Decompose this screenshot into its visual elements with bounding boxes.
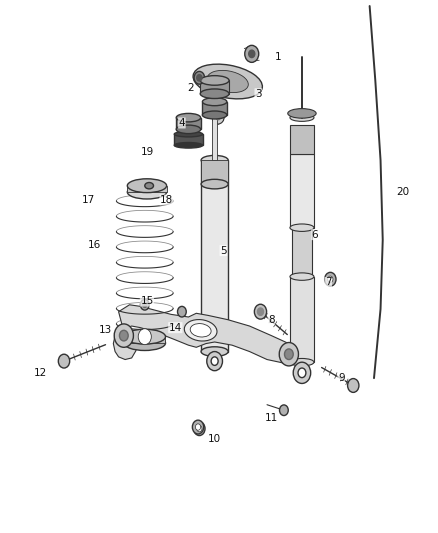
Text: 4: 4: [179, 118, 185, 128]
Text: 9: 9: [338, 373, 345, 383]
Circle shape: [138, 329, 151, 345]
Ellipse shape: [200, 76, 229, 85]
Bar: [176, 118, 201, 130]
Text: 10: 10: [208, 434, 221, 445]
Circle shape: [348, 378, 359, 392]
Text: 8: 8: [268, 314, 275, 325]
Text: 11: 11: [265, 413, 278, 423]
Ellipse shape: [202, 98, 227, 106]
Text: 7: 7: [325, 278, 332, 287]
Circle shape: [58, 354, 70, 368]
Ellipse shape: [290, 224, 314, 231]
Circle shape: [194, 71, 205, 84]
Ellipse shape: [190, 324, 211, 337]
Bar: [290, 155, 314, 228]
Bar: [201, 160, 228, 184]
Text: 1: 1: [275, 52, 281, 61]
Ellipse shape: [201, 179, 228, 189]
Circle shape: [215, 114, 221, 120]
Ellipse shape: [174, 142, 203, 148]
Ellipse shape: [176, 125, 201, 134]
Circle shape: [195, 424, 201, 430]
Circle shape: [177, 306, 186, 317]
Bar: [127, 185, 166, 192]
Text: 16: 16: [88, 240, 101, 250]
Circle shape: [279, 405, 288, 416]
Text: 6: 6: [312, 230, 318, 240]
Ellipse shape: [201, 347, 228, 357]
Circle shape: [293, 362, 311, 383]
Polygon shape: [113, 305, 297, 364]
Ellipse shape: [290, 114, 314, 122]
Circle shape: [298, 368, 306, 377]
Circle shape: [258, 308, 264, 316]
Bar: [202, 102, 227, 115]
Ellipse shape: [124, 329, 166, 344]
Bar: [292, 228, 311, 277]
Circle shape: [285, 349, 293, 360]
Bar: [290, 277, 314, 362]
Bar: [290, 125, 314, 155]
Circle shape: [197, 425, 202, 432]
Ellipse shape: [288, 109, 316, 118]
Ellipse shape: [176, 114, 201, 122]
Bar: [200, 80, 229, 94]
Text: 14: 14: [169, 322, 182, 333]
Text: 3: 3: [255, 88, 261, 99]
Circle shape: [211, 357, 218, 366]
Ellipse shape: [184, 320, 217, 341]
Text: 2: 2: [187, 83, 194, 93]
Ellipse shape: [202, 111, 227, 119]
Text: 12: 12: [33, 368, 46, 378]
Circle shape: [254, 304, 267, 319]
Ellipse shape: [200, 89, 229, 99]
Circle shape: [328, 276, 333, 282]
Bar: [124, 337, 165, 343]
Circle shape: [141, 300, 149, 310]
Ellipse shape: [127, 185, 166, 199]
Text: 20: 20: [396, 187, 409, 197]
Bar: [201, 160, 228, 352]
Circle shape: [197, 75, 202, 81]
Circle shape: [120, 330, 128, 341]
Circle shape: [114, 324, 134, 348]
Text: 18: 18: [160, 195, 173, 205]
Circle shape: [192, 420, 204, 434]
Ellipse shape: [207, 70, 248, 93]
Text: 5: 5: [220, 246, 227, 255]
Text: 15: 15: [140, 296, 154, 306]
Text: 13: 13: [99, 325, 112, 335]
Circle shape: [212, 109, 224, 124]
Ellipse shape: [124, 336, 166, 351]
Circle shape: [325, 272, 336, 286]
Circle shape: [279, 343, 298, 366]
Ellipse shape: [201, 156, 228, 165]
Circle shape: [249, 50, 255, 58]
Circle shape: [245, 45, 259, 62]
Ellipse shape: [193, 64, 262, 99]
Circle shape: [143, 302, 147, 308]
Ellipse shape: [145, 182, 153, 189]
Text: 17: 17: [81, 195, 95, 205]
Bar: [174, 134, 203, 146]
Text: 19: 19: [140, 147, 154, 157]
Ellipse shape: [127, 179, 166, 192]
Circle shape: [194, 422, 205, 435]
Ellipse shape: [174, 131, 203, 137]
Ellipse shape: [290, 359, 314, 366]
Ellipse shape: [290, 273, 314, 280]
Bar: [212, 112, 217, 160]
Circle shape: [207, 352, 223, 370]
